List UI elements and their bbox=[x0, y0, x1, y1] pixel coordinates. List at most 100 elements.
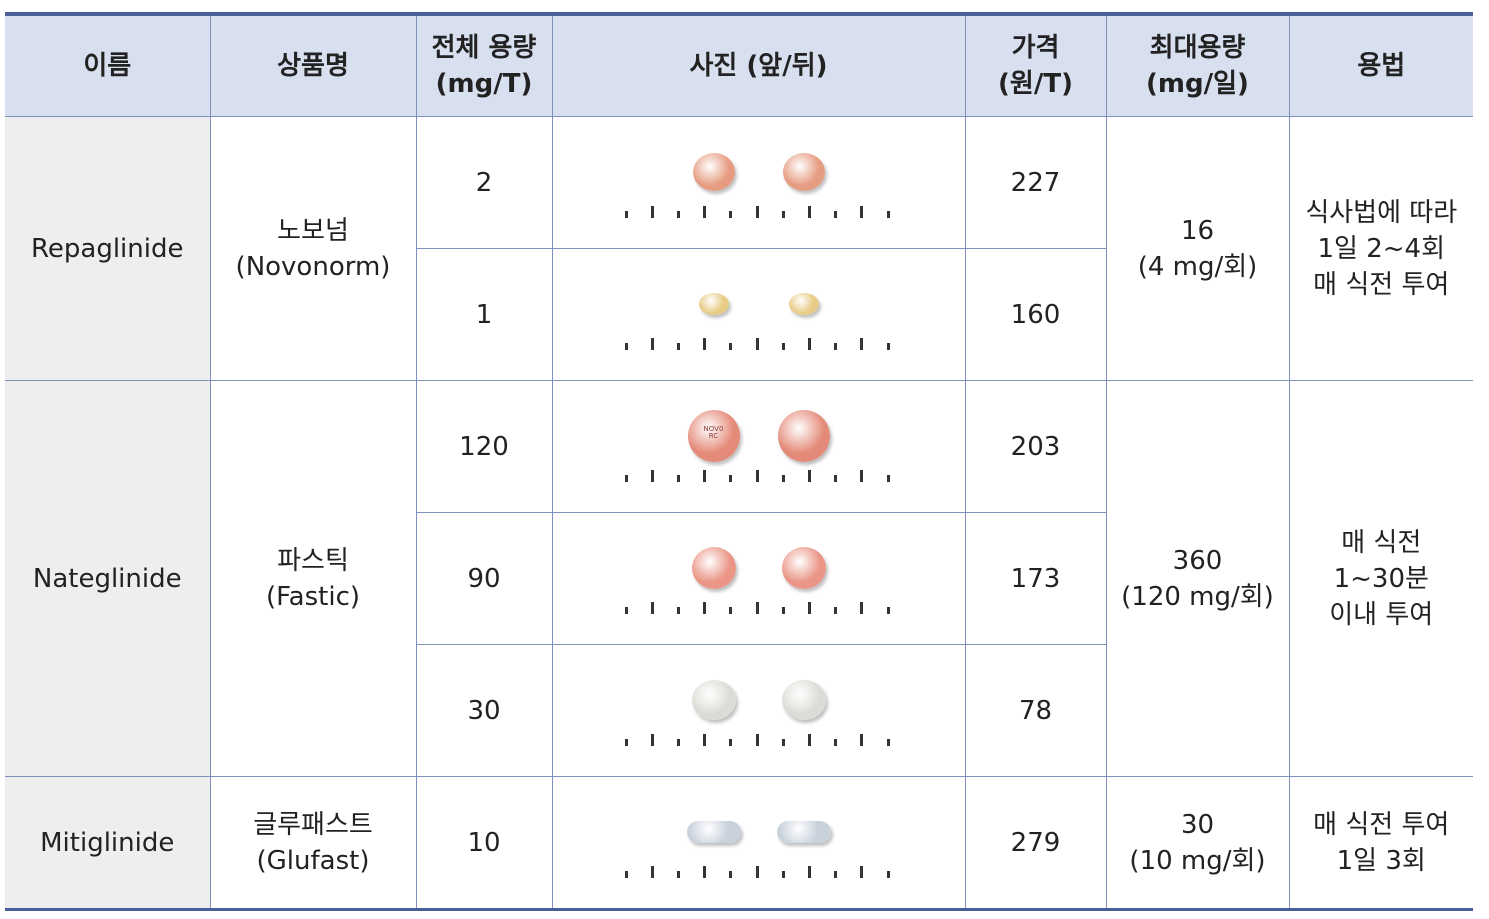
ruler-tick bbox=[834, 211, 838, 218]
table-row: Repaglinide 노보넘 (Novonorm) 2 227 16 (4 mg/회) 식사… bbox=[5, 116, 1473, 381]
scale-ruler bbox=[624, 732, 891, 746]
ruler-tick bbox=[807, 470, 811, 482]
ruler-tick bbox=[781, 607, 785, 614]
usage: 식사법에 따라 1일 2~4회 매 식전 투여 bbox=[1288, 116, 1473, 381]
dose-value: 1 bbox=[416, 248, 553, 381]
pill-front-image bbox=[691, 547, 736, 589]
ruler-tick bbox=[624, 739, 628, 746]
ruler-tick bbox=[886, 871, 890, 878]
pill-front-image bbox=[692, 153, 735, 191]
scale-ruler bbox=[624, 600, 891, 614]
ruler-tick bbox=[755, 866, 759, 878]
ruler-tick bbox=[860, 602, 864, 614]
pill-front-image: NOV0 RC bbox=[687, 410, 740, 462]
ruler-tick bbox=[729, 211, 733, 218]
usage: 매 식전 1~30분 이내 투여 bbox=[1288, 380, 1473, 777]
pill-back-image bbox=[781, 680, 826, 720]
ruler-tick bbox=[807, 206, 811, 218]
price-value: 227 bbox=[964, 116, 1107, 249]
ruler-tick bbox=[834, 739, 838, 746]
pill-photo bbox=[551, 248, 966, 381]
pill-photo bbox=[551, 116, 966, 249]
pill-back-image bbox=[788, 293, 819, 315]
pill-photo bbox=[551, 644, 966, 777]
ruler-tick bbox=[755, 470, 759, 482]
ruler-tick bbox=[650, 206, 654, 218]
ruler-tick bbox=[807, 602, 811, 614]
max-dose: 16 (4 mg/회) bbox=[1105, 116, 1290, 381]
pill-back-image bbox=[781, 547, 826, 589]
ruler-tick bbox=[860, 734, 864, 746]
ruler-tick bbox=[676, 211, 680, 218]
price-value: 160 bbox=[964, 248, 1106, 381]
price-value: 279 bbox=[964, 776, 1107, 910]
ruler-tick bbox=[624, 343, 628, 350]
ruler-tick bbox=[781, 343, 785, 350]
max-dose: 30 (10 mg/회) bbox=[1105, 776, 1290, 910]
pill-front-image bbox=[686, 821, 741, 843]
ruler-tick bbox=[781, 739, 785, 746]
dose-value: 30 bbox=[416, 644, 553, 777]
ruler-tick bbox=[729, 607, 733, 614]
table-row: 30 78 bbox=[5, 644, 1473, 777]
ruler-tick bbox=[703, 602, 707, 614]
ruler-tick bbox=[650, 734, 654, 746]
ruler-tick bbox=[860, 866, 864, 878]
brand-name: 파스틱 (Fastic) bbox=[209, 380, 417, 777]
ruler-tick bbox=[703, 734, 707, 746]
ruler-tick bbox=[676, 607, 680, 614]
ruler-tick bbox=[807, 866, 811, 878]
header-max-dose: 최대용량 (mg/일) bbox=[1105, 13, 1290, 117]
ruler-tick bbox=[703, 866, 707, 878]
ruler-tick bbox=[886, 343, 890, 350]
dose-value: 2 bbox=[415, 116, 553, 249]
ruler-tick bbox=[860, 206, 864, 218]
pill-back-image bbox=[776, 821, 831, 843]
ruler-tick bbox=[781, 211, 785, 218]
usage: 매 식전 투여 1일 3회 bbox=[1288, 776, 1473, 910]
ruler-tick bbox=[781, 871, 785, 878]
ruler-tick bbox=[624, 607, 628, 614]
header-row: 이름 상품명 전체 용량 (mg/T) 사진 (앞/뒤) 가격 (원/T) 최대용량… bbox=[5, 13, 1473, 117]
drug-name: Nateglinide bbox=[5, 380, 211, 777]
table-row: 1 160 bbox=[5, 248, 1473, 381]
header-name: 이름 bbox=[5, 13, 211, 117]
pill-photo bbox=[551, 512, 966, 645]
ruler-tick bbox=[860, 338, 864, 350]
ruler-tick bbox=[886, 607, 890, 614]
dose-value: 10 bbox=[415, 776, 553, 910]
price-value: 203 bbox=[964, 380, 1107, 513]
ruler-tick bbox=[650, 866, 654, 878]
ruler-tick bbox=[676, 475, 680, 482]
ruler-tick bbox=[703, 206, 707, 218]
ruler-tick bbox=[860, 470, 864, 482]
brand-name: 글루패스트 (Glufast) bbox=[209, 776, 417, 910]
ruler-tick bbox=[703, 338, 707, 350]
header-dose: 전체 용량 (mg/T) bbox=[415, 13, 553, 117]
scale-ruler bbox=[624, 336, 891, 350]
ruler-tick bbox=[650, 470, 654, 482]
ruler-tick bbox=[755, 338, 759, 350]
header-photo: 사진 (앞/뒤) bbox=[551, 13, 966, 117]
ruler-tick bbox=[650, 602, 654, 614]
ruler-tick bbox=[755, 602, 759, 614]
ruler-tick bbox=[676, 343, 680, 350]
ruler-tick bbox=[834, 871, 838, 878]
pill-back-image bbox=[782, 153, 825, 191]
ruler-tick bbox=[624, 871, 628, 878]
ruler-tick bbox=[729, 343, 733, 350]
pill-photo: NOV0 RC bbox=[551, 380, 966, 513]
ruler-tick bbox=[624, 475, 628, 482]
drug-name: Repaglinide bbox=[5, 116, 211, 381]
ruler-tick bbox=[703, 470, 707, 482]
ruler-tick bbox=[624, 211, 628, 218]
pill-back-image bbox=[777, 410, 830, 462]
pill-front-image bbox=[698, 293, 729, 315]
ruler-tick bbox=[886, 211, 890, 218]
ruler-tick bbox=[807, 338, 811, 350]
drug-name: Mitiglinide bbox=[5, 776, 211, 910]
ruler-tick bbox=[729, 475, 733, 482]
header-brand: 상품명 bbox=[209, 13, 417, 117]
ruler-tick bbox=[729, 871, 733, 878]
header-price: 가격 (원/T) bbox=[964, 13, 1107, 117]
